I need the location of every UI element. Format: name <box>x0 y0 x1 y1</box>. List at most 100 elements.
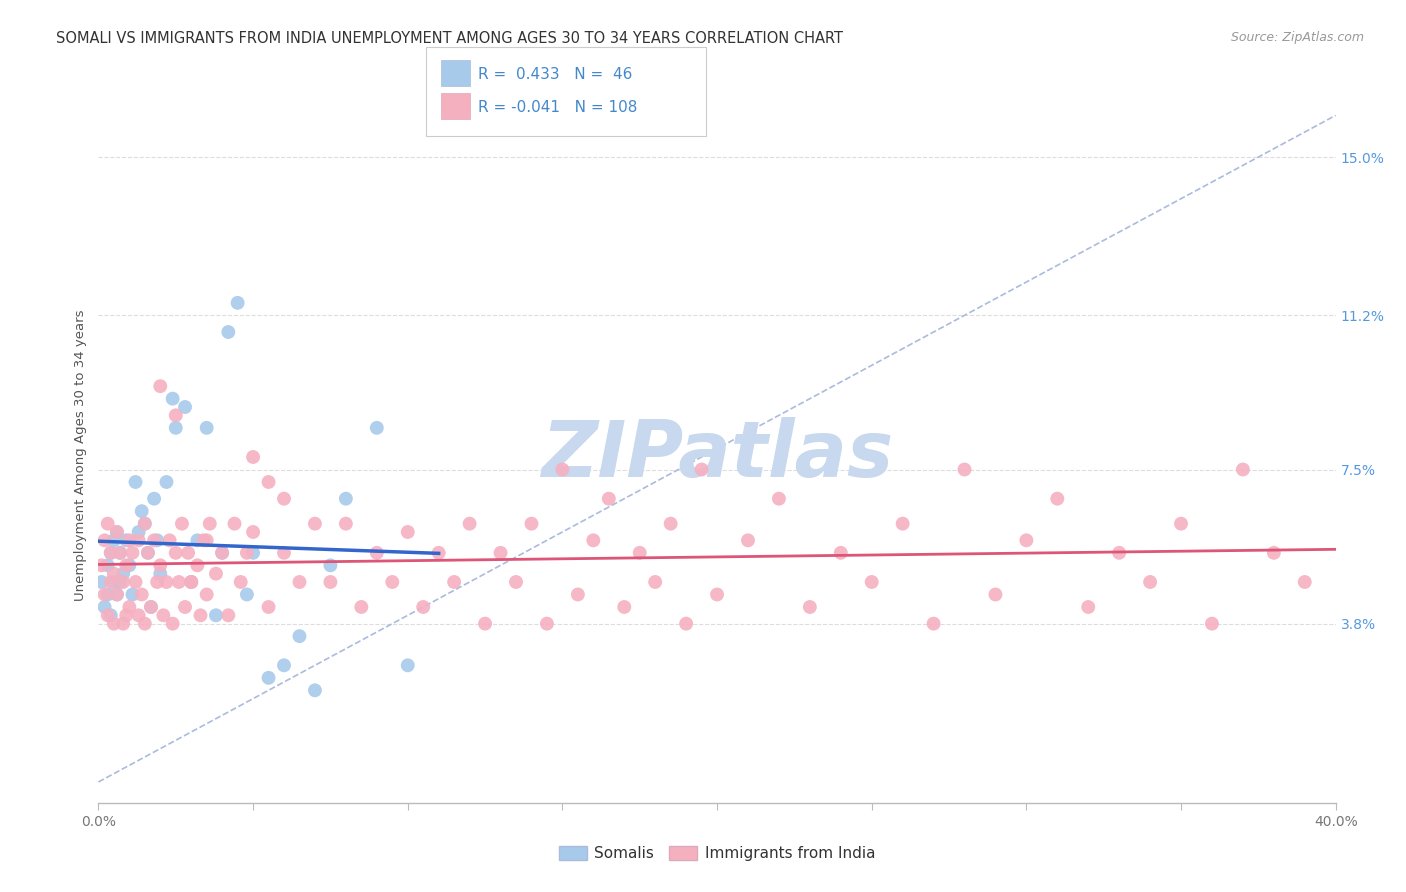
Point <box>273 658 295 673</box>
Point <box>288 574 311 589</box>
Point <box>195 587 218 601</box>
Point <box>190 608 212 623</box>
Point <box>146 574 169 589</box>
Point <box>304 516 326 531</box>
Point <box>100 546 122 560</box>
Point <box>211 546 233 560</box>
Point <box>108 574 131 589</box>
Point <box>124 475 146 489</box>
Point <box>536 616 558 631</box>
Point <box>159 533 181 548</box>
Point <box>520 516 543 531</box>
Point <box>180 574 202 589</box>
Point <box>198 516 221 531</box>
Point <box>112 616 135 631</box>
Point <box>100 608 122 623</box>
Point <box>186 558 208 573</box>
Point <box>242 524 264 539</box>
Point <box>195 533 218 548</box>
Point <box>706 587 728 601</box>
Point <box>273 491 295 506</box>
Point <box>115 533 138 548</box>
Point <box>170 516 193 531</box>
Point <box>174 400 197 414</box>
Point <box>860 574 883 589</box>
Point <box>93 533 115 548</box>
Point <box>167 574 190 589</box>
Point <box>118 558 141 573</box>
Point <box>396 524 419 539</box>
Point <box>366 421 388 435</box>
Point <box>97 516 120 531</box>
Point <box>273 546 295 560</box>
Point <box>155 574 177 589</box>
Point <box>598 491 620 506</box>
Legend: Somalis, Immigrants from India: Somalis, Immigrants from India <box>560 847 875 862</box>
Point <box>115 558 138 573</box>
Point <box>143 491 166 506</box>
Point <box>319 558 342 573</box>
Point <box>105 524 128 539</box>
Point <box>162 392 184 406</box>
Point <box>319 574 342 589</box>
Point <box>115 608 138 623</box>
Point <box>165 409 187 423</box>
Point <box>226 296 249 310</box>
Point <box>136 546 159 560</box>
Point <box>118 599 141 614</box>
Point <box>131 587 153 601</box>
Point <box>97 587 120 601</box>
Point <box>953 462 976 476</box>
Point <box>103 616 125 631</box>
Point <box>257 599 280 614</box>
Point <box>108 546 131 560</box>
Point <box>118 533 141 548</box>
Point <box>149 558 172 573</box>
Point <box>474 616 496 631</box>
Point <box>93 587 115 601</box>
Point <box>257 671 280 685</box>
Point <box>211 546 233 560</box>
Point <box>93 599 115 614</box>
Point <box>690 462 713 476</box>
Point <box>100 546 122 560</box>
Point <box>229 574 252 589</box>
Point <box>567 587 589 601</box>
Point <box>134 516 156 531</box>
Point <box>205 566 228 581</box>
Point <box>458 516 481 531</box>
Point <box>1263 546 1285 560</box>
Point <box>613 599 636 614</box>
Point <box>628 546 651 560</box>
Point <box>152 608 174 623</box>
Point <box>155 475 177 489</box>
Point <box>551 462 574 476</box>
Point <box>891 516 914 531</box>
Point <box>149 379 172 393</box>
Point <box>134 616 156 631</box>
Point <box>162 616 184 631</box>
Point <box>335 491 357 506</box>
Point <box>112 566 135 581</box>
Point <box>427 546 450 560</box>
Point <box>128 524 150 539</box>
Point <box>1108 546 1130 560</box>
Point <box>100 574 122 589</box>
Point <box>146 533 169 548</box>
Point <box>236 587 259 601</box>
Point <box>128 608 150 623</box>
Point <box>505 574 527 589</box>
Point <box>121 587 143 601</box>
Text: R = -0.041   N = 108: R = -0.041 N = 108 <box>478 100 637 114</box>
Point <box>108 546 131 560</box>
Text: ZIPatlas: ZIPatlas <box>541 417 893 493</box>
Point <box>97 608 120 623</box>
Point <box>443 574 465 589</box>
Point <box>97 558 120 573</box>
Point <box>121 546 143 560</box>
Point <box>984 587 1007 601</box>
Point <box>1170 516 1192 531</box>
Text: SOMALI VS IMMIGRANTS FROM INDIA UNEMPLOYMENT AMONG AGES 30 TO 34 YEARS CORRELATI: SOMALI VS IMMIGRANTS FROM INDIA UNEMPLOY… <box>56 31 844 46</box>
Point <box>335 516 357 531</box>
Point <box>242 450 264 464</box>
